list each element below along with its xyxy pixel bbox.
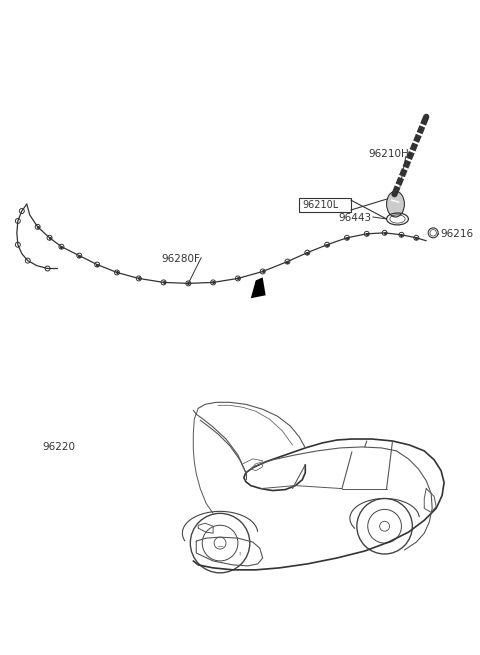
Text: 96210L: 96210L xyxy=(302,200,338,210)
Text: 96216: 96216 xyxy=(440,229,473,239)
Text: 96443: 96443 xyxy=(338,213,371,223)
Polygon shape xyxy=(251,278,265,298)
Text: 96210H: 96210H xyxy=(369,149,409,159)
Text: 96280F: 96280F xyxy=(162,253,201,263)
Ellipse shape xyxy=(386,191,405,217)
Bar xyxy=(300,198,351,212)
Text: 96220: 96220 xyxy=(43,442,76,452)
